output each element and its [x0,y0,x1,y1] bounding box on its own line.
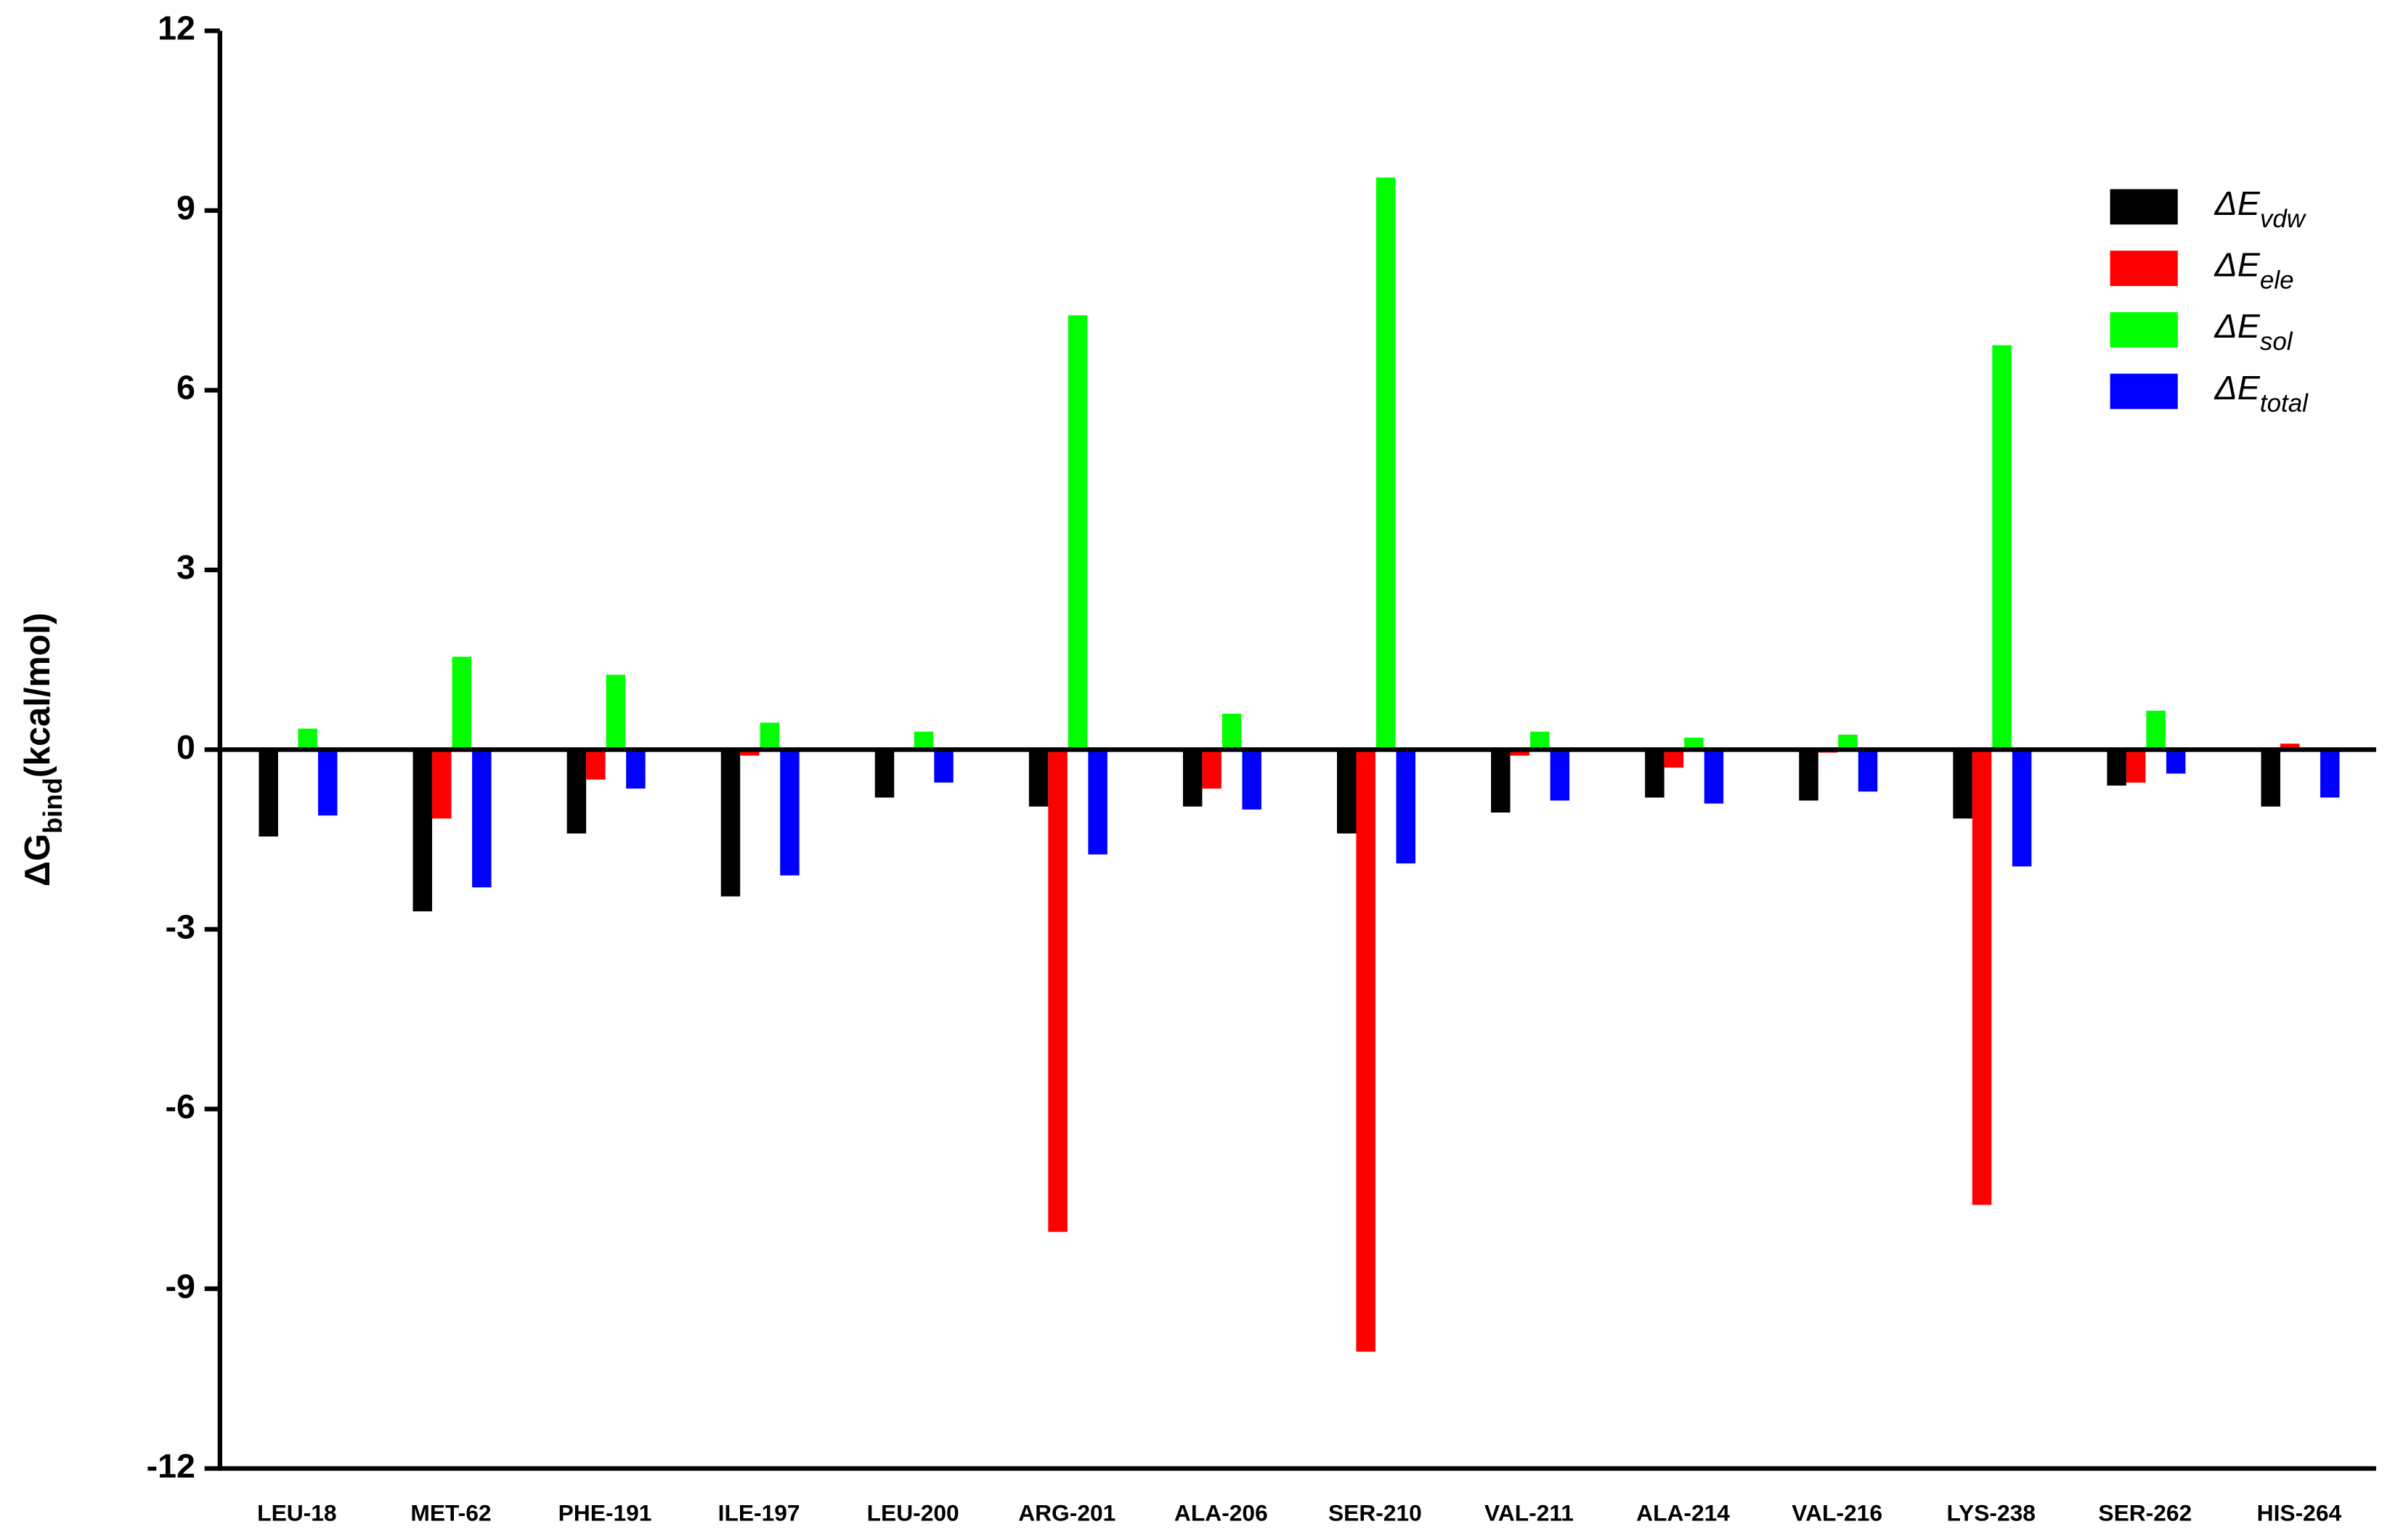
bar [2146,710,2166,750]
bar [472,749,492,888]
legend-label: ΔEsol [2214,308,2293,356]
bar [1356,749,1375,1352]
y-tick-label: 3 [176,548,195,586]
x-tick-label: LYS-238 [1947,1499,2036,1525]
x-tick-label: ILE-197 [718,1499,800,1525]
bar [1838,734,1858,750]
bar [874,749,895,798]
bar [1028,749,1049,807]
bar [1684,737,1704,750]
bar [317,749,338,816]
bar [1953,749,1972,819]
bar [2261,749,2280,807]
x-tick-label: SER-210 [1328,1499,1422,1525]
bar [760,722,780,750]
bar [1664,749,1684,768]
y-tick-label: -12 [147,1447,195,1485]
bar [1858,749,1878,792]
bar [606,675,626,750]
x-tick-label: ARG-201 [1018,1499,1115,1525]
x-tick-label: ALA-206 [1174,1499,1268,1525]
bar [1242,749,1261,810]
legend-swatch [2110,311,2178,348]
y-tick-label: 9 [176,189,195,227]
bar [566,749,587,834]
bar [259,749,278,837]
bar [2166,749,2186,774]
bar [1530,731,1550,750]
bar [432,749,452,819]
bar [1088,749,1107,855]
bar [1645,749,1665,798]
bar [586,749,606,780]
y-tick-label: 0 [176,728,195,766]
x-tick-label: ALA-214 [1636,1499,1730,1525]
bar [2107,749,2126,786]
y-tick-label: 6 [176,369,195,407]
bar [1048,749,1068,1232]
bar [914,731,934,750]
bar [1222,713,1242,750]
bar [1337,749,1357,834]
legend-swatch [2110,189,2178,225]
x-tick-label: LEU-200 [867,1499,959,1525]
bar [1376,177,1396,750]
bar [1491,749,1511,813]
bar [1068,315,1088,750]
bar [1510,749,1530,756]
bar [412,749,433,912]
x-tick-label: VAL-211 [1484,1499,1574,1525]
bar [2280,743,2300,750]
x-tick-label: HIS-264 [2257,1499,2342,1525]
legend-label: ΔEvdw [2214,184,2307,232]
bar [1799,749,1818,801]
bar [452,656,472,750]
bar [780,749,800,876]
x-tick-label: VAL-216 [1792,1499,1882,1525]
bar [934,749,954,783]
bar [298,728,317,750]
bar [1972,749,1992,1205]
bar [626,749,646,789]
legend-label: ΔEtotal [2214,369,2309,417]
y-tick-label: -3 [166,908,195,945]
bar [1550,749,1570,801]
y-axis-label: ΔGbind(kcal/mol) [18,613,68,887]
y-tick-label: -9 [166,1267,195,1305]
legend-swatch [2110,250,2178,286]
bar [740,749,760,756]
legend-label: ΔEele [2214,246,2294,294]
x-tick-label: SER-262 [2098,1499,2192,1525]
y-tick-label: -6 [166,1088,195,1125]
bar [1202,749,1222,789]
bar [1992,345,2012,750]
x-tick-label: PHE-191 [558,1499,652,1525]
bar [2126,749,2146,783]
bar [1704,749,1724,804]
bar [720,749,741,897]
bar [1396,749,1416,864]
bar [2320,749,2340,798]
legend-swatch [2110,373,2178,410]
bar [1182,749,1203,807]
bar [2012,749,2032,867]
x-tick-label: MET-62 [410,1499,491,1525]
y-tick-label: 12 [158,9,195,47]
x-tick-label: LEU-18 [257,1499,336,1525]
